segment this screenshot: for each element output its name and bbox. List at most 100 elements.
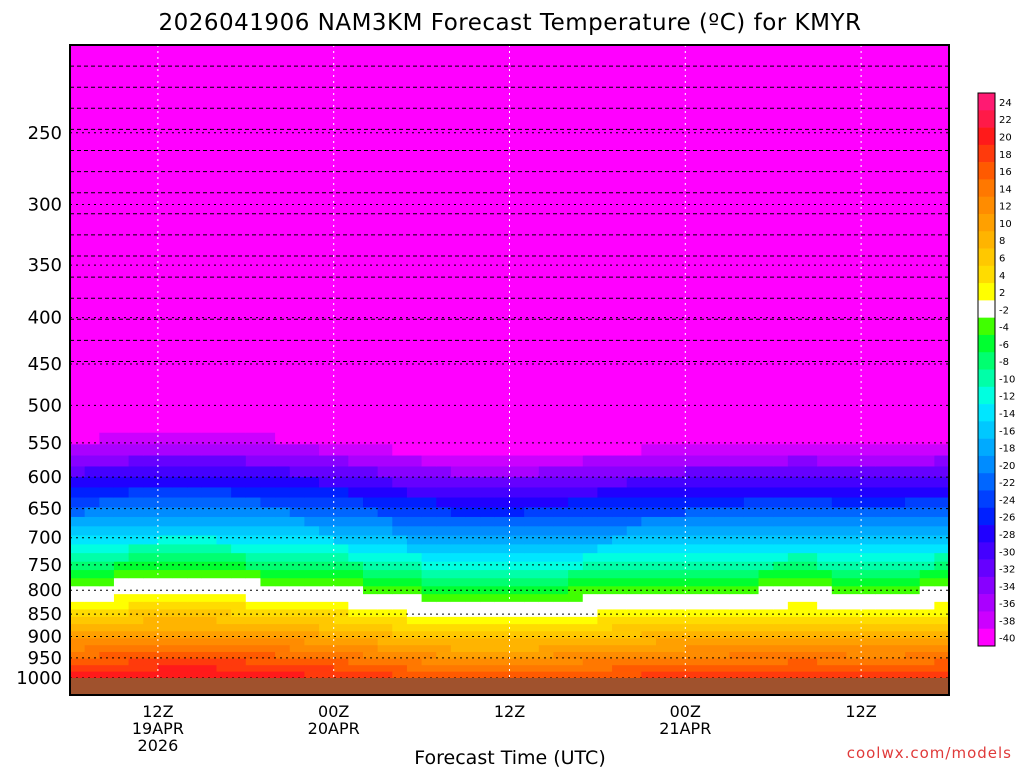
field-cell xyxy=(656,586,672,595)
field-cell xyxy=(934,395,949,410)
field-cell xyxy=(143,631,159,639)
field-cell xyxy=(157,219,174,241)
field-cell xyxy=(436,103,452,131)
field-cell xyxy=(70,553,86,563)
field-cell xyxy=(714,586,730,595)
field-cell xyxy=(480,616,496,625)
field-cell xyxy=(70,671,86,679)
field-cell xyxy=(377,129,393,155)
field-cell xyxy=(597,325,613,342)
field-cell xyxy=(99,432,115,445)
field-cell xyxy=(128,177,144,200)
field-cell xyxy=(187,645,203,653)
field-cell xyxy=(377,444,393,457)
field-cell xyxy=(128,432,144,445)
field-cell xyxy=(685,665,701,673)
field-cell xyxy=(216,239,232,259)
field-cell xyxy=(802,444,818,457)
field-cell xyxy=(128,75,144,104)
colorbar-swatch xyxy=(978,265,995,284)
field-cell xyxy=(363,507,379,518)
field-cell xyxy=(553,129,569,155)
field-cell xyxy=(348,594,364,603)
field-cell xyxy=(245,466,261,478)
field-cell xyxy=(582,369,598,384)
field-cell xyxy=(612,535,628,545)
field-cell xyxy=(846,671,862,679)
field-cell xyxy=(157,408,174,422)
field-cell xyxy=(758,420,774,434)
field-cell xyxy=(890,616,906,625)
field-cell xyxy=(787,586,803,595)
field-cell xyxy=(817,645,833,653)
field-cell xyxy=(846,199,862,221)
field-cell xyxy=(377,535,393,545)
field-cell xyxy=(319,601,335,610)
field-cell xyxy=(831,616,847,625)
field-cell xyxy=(245,645,261,653)
field-cell xyxy=(187,553,203,563)
field-cell xyxy=(99,638,115,646)
field-cell xyxy=(714,645,730,653)
field-cell xyxy=(568,45,584,76)
field-cell xyxy=(612,609,628,618)
field-cell xyxy=(70,408,86,422)
field-cell xyxy=(304,553,320,563)
field-cell xyxy=(201,199,217,221)
field-cell xyxy=(670,651,686,660)
field-cell xyxy=(817,276,833,294)
field-cell xyxy=(699,535,716,545)
field-cell xyxy=(436,497,452,508)
field-cell xyxy=(582,624,598,632)
field-cell xyxy=(861,420,877,434)
field-cell xyxy=(787,444,803,457)
field-cell xyxy=(70,293,86,311)
field-cell xyxy=(802,638,818,646)
field-cell xyxy=(480,455,496,467)
field-cell xyxy=(875,671,891,679)
field-cell xyxy=(113,432,130,445)
field-cell xyxy=(406,658,423,666)
field-cell xyxy=(216,309,232,326)
field-cell xyxy=(802,154,818,178)
field-cell xyxy=(890,544,906,554)
x-tick-label: 19APR xyxy=(132,719,184,738)
field-cell xyxy=(128,154,144,178)
field-cell xyxy=(128,466,144,478)
field-cell xyxy=(802,177,818,200)
field-cell xyxy=(773,382,789,397)
field-cell xyxy=(392,420,408,434)
field-cell xyxy=(84,507,100,518)
field-cell xyxy=(919,369,935,384)
field-cell xyxy=(685,45,701,76)
field-cell xyxy=(231,507,247,518)
field-cell xyxy=(905,638,921,646)
field-cell xyxy=(919,340,935,356)
field-cell xyxy=(509,466,525,478)
field-cell xyxy=(348,325,364,342)
field-cell xyxy=(597,544,613,554)
field-cell xyxy=(553,671,569,679)
field-cell xyxy=(143,544,159,554)
field-cell xyxy=(890,645,906,653)
field-cell xyxy=(612,75,628,104)
field-cell xyxy=(304,616,320,625)
field-cell xyxy=(187,561,203,571)
field-cell xyxy=(333,507,349,518)
field-cell xyxy=(802,408,818,422)
colorbar-label: -8 xyxy=(999,357,1009,368)
field-cell xyxy=(817,309,833,326)
field-cell xyxy=(421,154,437,178)
field-cell xyxy=(84,516,100,527)
field-cell xyxy=(201,355,217,370)
field-cell xyxy=(99,553,115,563)
field-cell xyxy=(846,477,862,488)
field-cell xyxy=(831,631,847,639)
field-cell xyxy=(626,276,642,294)
field-cell xyxy=(890,432,906,445)
field-cell xyxy=(831,624,847,632)
field-cell xyxy=(187,658,203,666)
field-cell xyxy=(773,45,789,76)
field-cell xyxy=(231,129,247,155)
field-cell xyxy=(406,487,423,499)
